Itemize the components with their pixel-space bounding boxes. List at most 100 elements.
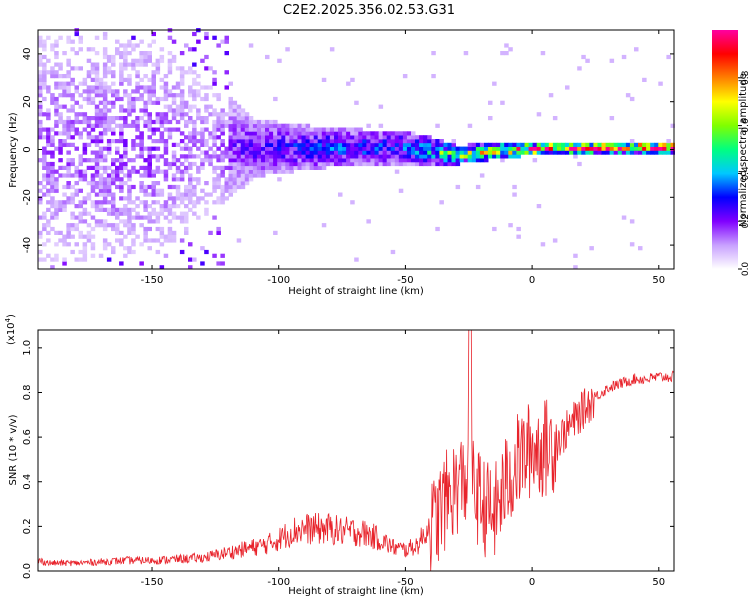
heatmap-cell [131, 35, 136, 40]
heatmap-cell [228, 150, 233, 155]
heatmap-cell [175, 192, 181, 197]
heatmap-cell [94, 89, 100, 94]
heatmap-cell [528, 142, 534, 147]
heatmap-cell [106, 192, 112, 197]
heatmap-cell [277, 127, 282, 132]
heatmap-cell [179, 146, 185, 151]
heatmap-cell [240, 165, 246, 170]
heatmap-cell [135, 196, 140, 201]
heatmap-cell [366, 219, 371, 224]
heatmap-cell [82, 253, 88, 258]
heatmap-cell [532, 142, 538, 147]
heatmap-cell [54, 54, 59, 60]
heatmap-cell [131, 58, 136, 63]
heatmap-cell [216, 93, 221, 98]
heatmap-cell [248, 161, 254, 167]
heatmap-cell [402, 139, 408, 144]
heatmap-cell [475, 158, 481, 163]
heatmap-cell [167, 51, 173, 56]
heatmap-cell [106, 165, 112, 170]
heatmap-cell [106, 119, 112, 125]
heatmap-cell [297, 146, 302, 151]
heatmap-cell [415, 154, 420, 159]
heatmap-cell [159, 77, 165, 82]
heatmap-cell [102, 188, 108, 193]
heatmap-cell [94, 219, 100, 224]
heatmap-cell [216, 96, 221, 102]
heatmap-cell [102, 219, 108, 224]
heatmap-cell [488, 116, 493, 121]
heatmap-cell [50, 135, 55, 140]
heatmap-cell [220, 139, 225, 144]
heatmap-cell [171, 158, 177, 163]
heatmap-cell [66, 135, 71, 140]
heatmap-cell [111, 249, 116, 255]
heatmap-cell [98, 165, 104, 170]
heatmap-cell [98, 154, 104, 159]
heatmap-cell [256, 158, 262, 163]
heatmap-cell [155, 119, 161, 125]
heatmap-cell [42, 96, 47, 102]
heatmap-cell [98, 116, 104, 121]
heatmap-cell [196, 74, 201, 79]
heatmap-cell [139, 62, 144, 67]
snr-x-axis-label: Height of straight line (km) [288, 586, 424, 597]
heatmap-cell [406, 146, 412, 151]
heatmap-cell [370, 146, 375, 151]
heatmap-cell [479, 158, 485, 163]
heatmap-cell [98, 173, 104, 178]
heatmap-cell [451, 161, 456, 167]
heatmap-cell [82, 127, 88, 132]
snr-multiplier-base: (x10 [6, 322, 17, 345]
heatmap-cell [212, 108, 217, 113]
heatmap-cell [151, 100, 156, 105]
heatmap-cell [135, 204, 140, 209]
heatmap-cell [621, 54, 627, 60]
heatmap-cell [167, 165, 173, 170]
heatmap-cell [212, 139, 217, 144]
heatmap-cell [479, 146, 485, 151]
heatmap-cell [220, 116, 225, 121]
heatmap-cell [277, 58, 282, 63]
heatmap-cell [50, 96, 55, 102]
heatmap-cell [70, 215, 75, 220]
heatmap-cell [179, 112, 185, 117]
heatmap-cell [184, 230, 189, 235]
heatmap-cell [86, 96, 92, 102]
heatmap-cell [111, 192, 116, 197]
heatmap-cell [50, 154, 55, 159]
heatmap-cell [86, 234, 92, 239]
heatmap-cell [200, 119, 205, 125]
heatmap-cell [159, 226, 165, 232]
heatmap-cell [115, 223, 120, 228]
heatmap-cell [196, 89, 201, 94]
heatmap-cell [135, 169, 140, 174]
heatmap-cell [362, 161, 367, 167]
heatmap-cell [305, 158, 311, 163]
heatmap-cell [455, 154, 461, 159]
heatmap-cell [127, 96, 132, 102]
heatmap-cell [196, 131, 201, 136]
heatmap-cell [342, 146, 347, 151]
heatmap-cell [277, 135, 282, 140]
heatmap-cell [200, 131, 205, 136]
heatmap-cell [54, 204, 59, 209]
heatmap-cell [196, 139, 201, 144]
heatmap-cell [540, 146, 546, 151]
heatmap-cell [115, 158, 120, 163]
heatmap-cell [188, 47, 193, 52]
heatmap-cell [167, 35, 173, 40]
heatmap-cell [38, 74, 43, 79]
heatmap-cell [106, 142, 112, 147]
heatmap-cell [269, 123, 274, 128]
heatmap-cell [252, 150, 258, 155]
heatmap-cell [236, 146, 242, 151]
heatmap-cell [208, 230, 213, 235]
heatmap-cell [66, 127, 71, 132]
heatmap-cell [127, 184, 132, 190]
heatmap-cell [252, 146, 258, 151]
heatmap-cell [184, 119, 189, 125]
heatmap-cell [151, 85, 156, 90]
heatmap-cell [46, 192, 51, 197]
heatmap-cell [220, 39, 225, 44]
